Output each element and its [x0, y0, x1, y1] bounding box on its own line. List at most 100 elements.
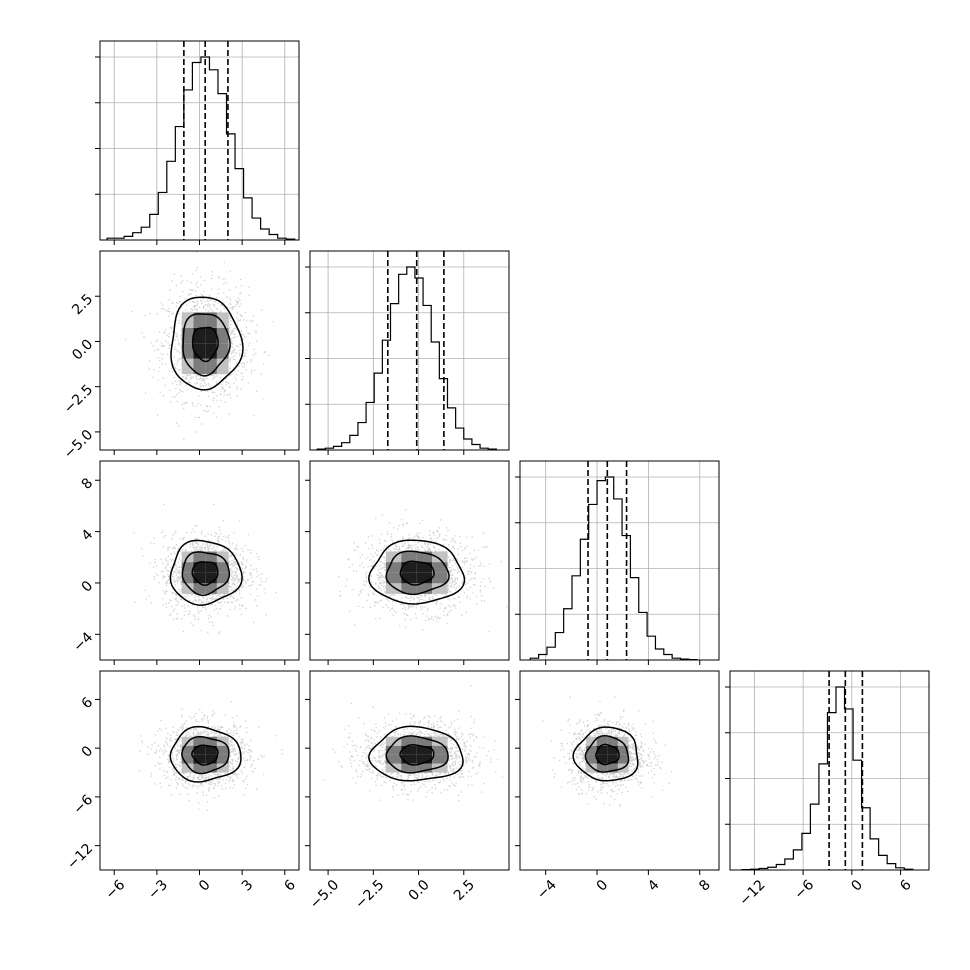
- density-cell: [617, 736, 629, 746]
- density-cell: [216, 763, 229, 773]
- density-cell: [181, 572, 194, 584]
- histogram-panel-2: [515, 460, 720, 661]
- density-area: [125, 251, 274, 440]
- x-tick-label: −6: [103, 877, 129, 903]
- density-cell: [181, 745, 194, 755]
- density-cell: [193, 572, 206, 584]
- x-tick-label: 0: [196, 877, 214, 895]
- density-cell: [216, 562, 229, 573]
- density-cell: [216, 754, 229, 764]
- density-cell: [193, 327, 206, 344]
- density-cell: [596, 763, 608, 773]
- density-cell: [181, 343, 194, 359]
- density-cell: [432, 551, 448, 563]
- y-tick-label: −2.5: [61, 382, 96, 417]
- density-area: [133, 503, 277, 635]
- density-cell: [617, 754, 629, 764]
- density-area: [542, 696, 673, 807]
- x-tick-label: 6: [897, 877, 915, 895]
- density-cell: [586, 763, 597, 773]
- x-tick-label: 3: [239, 877, 257, 895]
- y-tick-label: 4: [79, 527, 97, 545]
- density-cell: [607, 745, 618, 755]
- density-cell: [432, 736, 448, 746]
- x-tick-label: 2.5: [451, 877, 478, 904]
- panel-frame: [519, 670, 720, 871]
- density-cell: [385, 763, 402, 773]
- density-cell: [416, 583, 433, 594]
- density-cell: [193, 745, 206, 755]
- density-cell: [416, 736, 433, 746]
- histogram-panel-3: [725, 670, 930, 871]
- contour-level-0: [191, 744, 219, 766]
- histogram-step-line: [529, 476, 698, 661]
- density-cell: [205, 572, 217, 584]
- density-cell: [385, 562, 402, 573]
- density-cell: [216, 745, 229, 755]
- panel-frame: [519, 460, 720, 661]
- density-cell: [205, 562, 217, 573]
- density-cell: [205, 358, 217, 375]
- density-panel-1-2: [309, 460, 510, 661]
- density-cell: [432, 583, 448, 594]
- x-tick-label: −4: [534, 877, 560, 903]
- density-cell: [205, 583, 217, 594]
- density-panel-2-3: [519, 670, 720, 871]
- density-cell: [216, 327, 229, 344]
- contour-level-1: [181, 735, 230, 775]
- density-cell: [416, 763, 433, 773]
- density-cell: [216, 358, 229, 375]
- panel-frame: [729, 670, 930, 871]
- y-tick-label: 8: [79, 475, 97, 493]
- y-tick-label: 6: [79, 694, 97, 712]
- x-tick-label: 4: [645, 877, 663, 895]
- density-cell: [193, 562, 206, 573]
- density-cell: [193, 343, 206, 359]
- y-tick-label: −12: [64, 841, 96, 873]
- density-cell: [181, 583, 194, 594]
- density-cell: [216, 572, 229, 584]
- density-cell: [193, 736, 206, 746]
- density-cell: [432, 572, 448, 584]
- contour-level-0: [191, 326, 219, 363]
- x-tick-label: −2.5: [352, 877, 387, 912]
- contour-level-2: [169, 539, 243, 606]
- density-cell: [193, 754, 206, 764]
- contour-level-0: [595, 743, 620, 766]
- density-cell: [607, 763, 618, 773]
- y-tick-label: −5.0: [61, 427, 96, 462]
- density-cell: [216, 583, 229, 594]
- density-cell: [401, 754, 417, 764]
- histogram-step-line: [741, 686, 914, 871]
- contour-level-1: [182, 313, 231, 377]
- y-tick-label: −6: [70, 792, 96, 818]
- density-cell: [586, 754, 597, 764]
- density-cell: [205, 343, 217, 359]
- density-cell: [216, 736, 229, 746]
- density-cell: [432, 745, 448, 755]
- density-cell: [181, 327, 194, 344]
- density-cell: [416, 754, 433, 764]
- density-area: [138, 701, 283, 811]
- density-cell: [193, 763, 206, 773]
- x-tick-label: −3: [145, 877, 171, 903]
- x-tick-label: −12: [736, 877, 768, 909]
- density-panel-0-1: [99, 250, 300, 451]
- histogram-panel-0: [95, 40, 300, 241]
- density-panel-0-3: [99, 670, 300, 871]
- x-tick-label: −5.0: [307, 877, 342, 912]
- contour-level-1: [385, 735, 449, 774]
- y-tick-label: 0.0: [69, 336, 96, 363]
- panel-frame: [309, 460, 510, 661]
- density-cell: [432, 562, 448, 573]
- density-cell: [401, 736, 417, 746]
- density-cell: [205, 736, 217, 746]
- contour-level-1: [385, 550, 450, 596]
- density-cell: [181, 562, 194, 573]
- density-area: [338, 509, 508, 633]
- contour-level-2: [368, 539, 466, 605]
- density-cell: [181, 754, 194, 764]
- density-cell: [432, 763, 448, 773]
- density-cell: [401, 572, 417, 584]
- density-cell: [586, 745, 597, 755]
